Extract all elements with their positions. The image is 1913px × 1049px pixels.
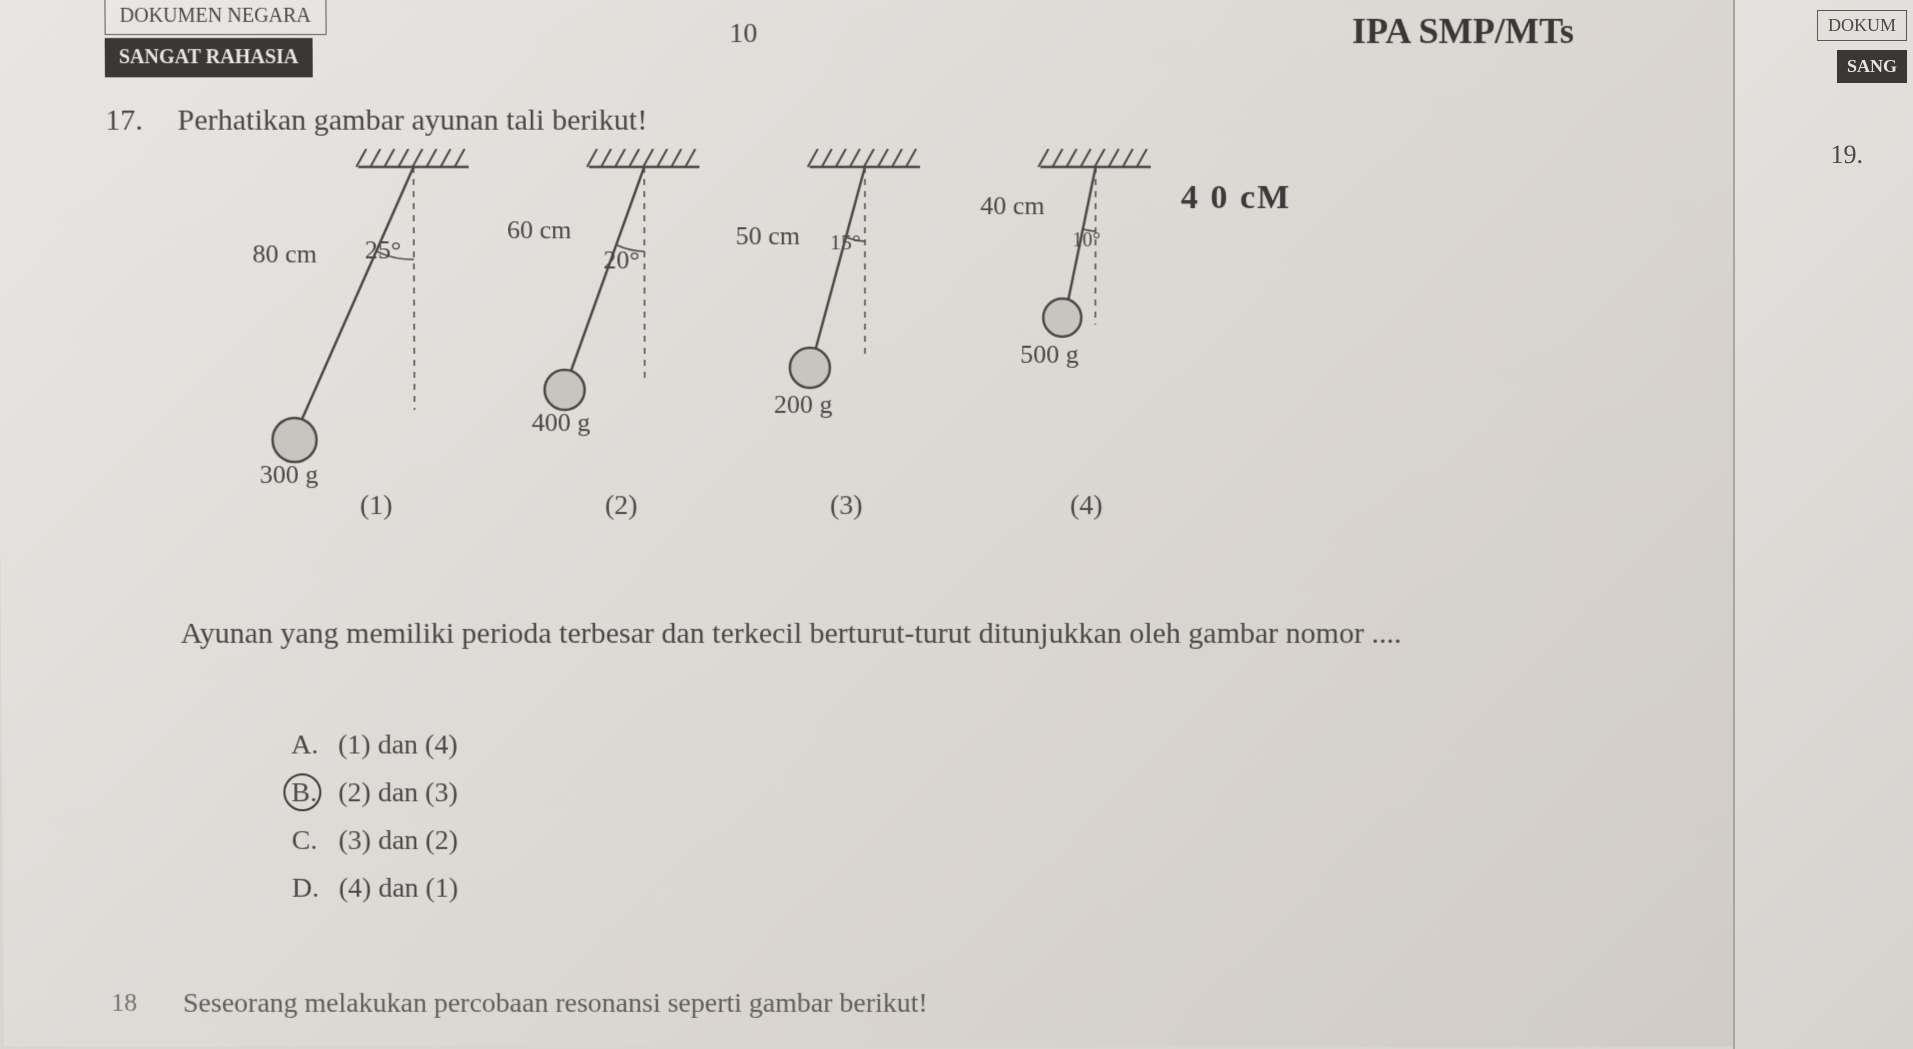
handwritten-note: 4 0 cM [1181,179,1292,217]
pendulum-num-3: (3) [830,490,863,522]
pendulum-3: 50 cm 15° 200 g (3) [740,149,961,490]
doc-state-box: DOKUMEN NEGARA [104,0,326,35]
choice-text-d: (4) dan (1) [339,873,458,904]
angle-label-1: 25° [365,235,402,265]
string-1 [298,167,414,425]
choice-c: C. (3) dan (2) [292,825,458,857]
pendulum-num-2: (2) [605,490,638,522]
r-doc-state: DOKUM [1817,10,1907,41]
question-number: 17. [105,104,143,138]
question-body: Ayunan yang memiliki perioda terbesar da… [181,610,1720,658]
answer-circle [283,773,321,811]
hatch-1 [356,149,468,167]
doc-state-label: DOKUMEN NEGARA [120,5,312,27]
angle-label-2: 20° [603,245,640,275]
mass-label-1: 300 g [260,460,319,490]
mass-label-4: 500 g [1020,340,1079,370]
bob-2 [545,370,585,410]
r-q-num: 19. [1831,140,1864,170]
choice-d: D. (4) dan (1) [292,873,458,905]
choice-text-a: (1) dan (4) [338,730,458,761]
right-page-sliver: DOKUM SANG 19. [1733,0,1913,1049]
choice-letter-a: A. [291,730,331,762]
r-secret: SANG [1837,50,1907,83]
secret-box: SANGAT RAHASIA [105,38,313,77]
hatch-2 [587,149,699,167]
choice-letter-d: D. [292,873,332,905]
pendulum-num-4: (4) [1070,490,1103,522]
choice-text-c: (3) dan (2) [338,825,458,856]
question-prompt: Perhatikan gambar ayunan tali berikut! [177,104,647,138]
choice-letter-c: C. [292,825,332,857]
subject-title: IPA SMP/MTs [1352,10,1574,52]
hatch-3 [808,149,920,167]
pendulum-2: 60 cm 20° 400 g (2) [509,149,750,490]
length-label-4: 40 cm [980,191,1044,221]
next-q-text: Seseorang melakukan percobaan resonansi … [183,988,928,1020]
length-label-3: 50 cm [736,221,800,251]
next-q-num: 18 [111,988,137,1018]
exam-page: DOKUMEN NEGARA SANGAT RAHASIA 10 IPA SMP… [0,0,1784,1047]
angle-label-3: 15° [830,229,861,255]
secret-label: SANGAT RAHASIA [119,46,299,68]
mass-label-3: 200 g [774,390,833,420]
pendulum-num-1: (1) [360,490,393,522]
string-3 [815,167,865,352]
angle-label-4: 10° [1072,229,1100,252]
pendulum-4: 40 cm 10° 500 g (4) [980,149,1181,490]
choice-text-b: (2) dan (3) [338,777,458,808]
choice-a: A. (1) dan (4) [291,730,458,762]
vertical-dash-1 [414,167,415,410]
pendulum-1: 80 cm 25° 300 g (1) [258,149,520,490]
hatch-4 [1038,149,1150,167]
mass-label-2: 400 g [532,408,591,438]
bob-4 [1043,299,1081,337]
length-label-1: 80 cm [252,239,317,269]
page-number: 10 [729,18,757,50]
length-label-2: 60 cm [507,215,572,245]
bob-1 [272,418,316,462]
bob-3 [790,348,830,388]
